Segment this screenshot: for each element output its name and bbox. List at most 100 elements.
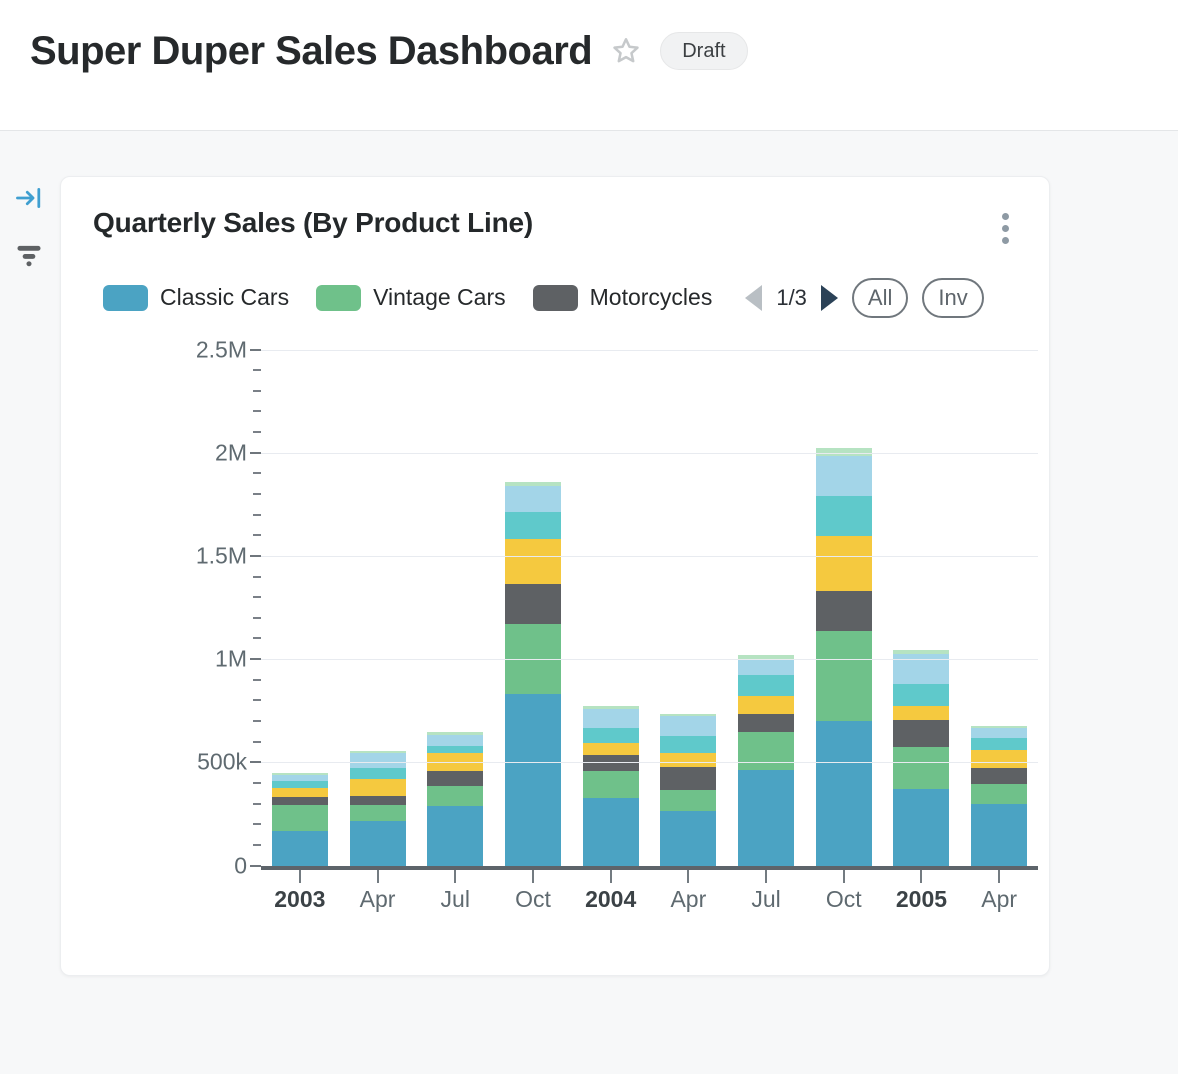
bar-segment[interactable]: [582, 770, 639, 799]
bar-segment[interactable]: [427, 732, 484, 735]
select-all-button[interactable]: All: [851, 278, 909, 318]
bar-segment[interactable]: [971, 784, 1028, 804]
triangle-right-icon[interactable]: [820, 284, 838, 311]
bar-segment[interactable]: [893, 720, 950, 747]
bar-segment[interactable]: [893, 653, 950, 684]
bar-segment[interactable]: [271, 804, 328, 832]
stacked-bar[interactable]: [971, 726, 1028, 866]
bar-segment[interactable]: [427, 786, 484, 806]
bar-segment[interactable]: [815, 591, 872, 632]
bar-segment[interactable]: [504, 694, 561, 866]
stacked-bar[interactable]: [893, 650, 950, 866]
bar-segment[interactable]: [271, 788, 328, 798]
bar-segment[interactable]: [738, 713, 795, 733]
bar-segment[interactable]: [893, 789, 950, 866]
bar-segment[interactable]: [660, 790, 717, 811]
y-tick-minor: [253, 410, 261, 413]
bar-segment[interactable]: [738, 769, 795, 866]
invert-selection-button[interactable]: Inv: [922, 278, 984, 318]
bar-segment[interactable]: [349, 750, 406, 754]
bar-segment[interactable]: [271, 780, 328, 789]
bar-segment[interactable]: [815, 721, 872, 866]
x-axis-label: Apr: [981, 885, 1018, 912]
bar-segment[interactable]: [349, 753, 406, 768]
bar-segment[interactable]: [427, 734, 484, 746]
y-tick-minor: [253, 843, 261, 846]
bar-segment[interactable]: [660, 810, 717, 866]
bar-segment[interactable]: [660, 735, 717, 754]
bar-segment[interactable]: [582, 798, 639, 866]
stacked-bar[interactable]: [349, 750, 406, 866]
bar-segment[interactable]: [660, 715, 717, 736]
x-axis-label: Jul: [751, 885, 781, 912]
bar-segment[interactable]: [582, 742, 639, 756]
bar-segment[interactable]: [815, 455, 872, 497]
bar-segment[interactable]: [349, 796, 406, 805]
bar-segment[interactable]: [504, 511, 561, 540]
y-tick-major: [250, 658, 261, 661]
kebab-menu-icon[interactable]: [992, 207, 1019, 250]
legend-item-vintage-cars[interactable]: Vintage Cars: [316, 284, 506, 311]
bar-segment[interactable]: [271, 831, 328, 866]
card-header: Quarterly Sales (By Product Line): [93, 207, 1019, 250]
star-outline-icon[interactable]: [610, 35, 642, 67]
bar-segment[interactable]: [738, 732, 795, 770]
legend-item-classic-cars[interactable]: Classic Cars: [103, 284, 289, 311]
bar-segment[interactable]: [349, 778, 406, 797]
bar-segment[interactable]: [971, 728, 1028, 738]
y-tick-major: [250, 864, 261, 867]
bar-segment[interactable]: [971, 803, 1028, 866]
bar-segment[interactable]: [893, 746, 950, 790]
bar-segment[interactable]: [815, 447, 872, 456]
bar-segment[interactable]: [738, 655, 795, 660]
bar-segment[interactable]: [504, 539, 561, 584]
bar-segment[interactable]: [815, 536, 872, 592]
stacked-bar[interactable]: [660, 713, 717, 866]
bar-segment[interactable]: [893, 650, 950, 654]
x-axis-label: 2004: [585, 885, 637, 912]
bar-segment[interactable]: [660, 753, 717, 768]
bar-segment[interactable]: [271, 773, 328, 775]
bar-segment[interactable]: [582, 728, 639, 743]
bar-segment[interactable]: [349, 767, 406, 779]
bar-segment[interactable]: [893, 705, 950, 721]
triangle-left-icon[interactable]: [745, 284, 763, 311]
bar-segment[interactable]: [349, 821, 406, 866]
bar-segment[interactable]: [504, 481, 561, 486]
stacked-bar[interactable]: [504, 481, 561, 866]
bar-segment[interactable]: [660, 767, 717, 791]
bar-segment[interactable]: [738, 674, 795, 697]
x-tick: [842, 869, 845, 883]
bar-segment[interactable]: [504, 583, 561, 625]
filter-button[interactable]: [12, 239, 46, 269]
bar-segment[interactable]: [971, 749, 1028, 768]
bar-segment[interactable]: [738, 659, 795, 675]
stacked-bar[interactable]: [815, 447, 872, 866]
bar-segment[interactable]: [893, 683, 950, 706]
bar-segment[interactable]: [427, 745, 484, 754]
bar-segment[interactable]: [815, 631, 872, 722]
bar-segment[interactable]: [582, 708, 639, 729]
bar-segment[interactable]: [427, 770, 484, 787]
y-tick-major: [250, 348, 261, 351]
bar-segment[interactable]: [271, 797, 328, 805]
bar-segment[interactable]: [971, 737, 1028, 750]
bar-segment[interactable]: [349, 804, 406, 822]
stacked-bar[interactable]: [271, 773, 328, 866]
bar-segment[interactable]: [971, 726, 1028, 729]
bar-segment[interactable]: [427, 805, 484, 866]
stacked-bar[interactable]: [427, 732, 484, 866]
y-tick-minor: [253, 369, 261, 372]
bar-segment[interactable]: [660, 713, 717, 716]
bar-segment[interactable]: [815, 496, 872, 537]
bar-segment[interactable]: [427, 753, 484, 771]
collapse-panel-button[interactable]: [12, 183, 46, 213]
legend-item-motorcycles[interactable]: Motorcycles: [532, 284, 712, 311]
bar-segment[interactable]: [271, 774, 328, 781]
bar-segment[interactable]: [582, 705, 639, 709]
bar-segment[interactable]: [738, 696, 795, 714]
bar-segment[interactable]: [971, 767, 1028, 784]
stacked-bar[interactable]: [582, 705, 639, 866]
bar-segment[interactable]: [504, 485, 561, 512]
stacked-bar[interactable]: [738, 655, 795, 866]
